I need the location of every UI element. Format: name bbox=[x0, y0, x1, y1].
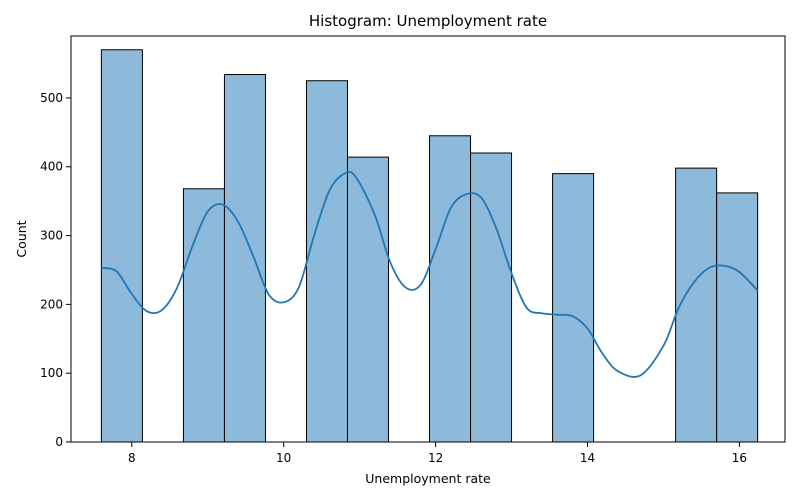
x-tick-label: 8 bbox=[128, 451, 136, 465]
y-tick-label: 300 bbox=[40, 229, 63, 243]
x-axis-ticks: 8 10 12 14 16 bbox=[128, 442, 747, 465]
y-tick-label: 400 bbox=[40, 160, 63, 174]
plot-frame bbox=[70, 35, 786, 443]
histogram-bar bbox=[182, 188, 225, 443]
histogram-bar bbox=[100, 49, 143, 443]
y-tick-label: 0 bbox=[55, 435, 63, 449]
x-tick-label: 12 bbox=[428, 451, 443, 465]
y-axis-label: Count bbox=[14, 220, 29, 257]
bars-group bbox=[100, 49, 759, 443]
x-tick-label: 16 bbox=[732, 451, 747, 465]
histogram-bar bbox=[305, 80, 348, 443]
histogram-bar bbox=[470, 152, 513, 443]
y-tick-label: 100 bbox=[40, 366, 63, 380]
x-axis-label: Unemployment rate bbox=[365, 471, 491, 486]
kde-line bbox=[101, 170, 759, 378]
histogram-bar bbox=[675, 167, 718, 443]
chart-title: Histogram: Unemployment rate bbox=[309, 12, 547, 30]
histogram-bar bbox=[223, 74, 266, 443]
x-tick-label: 10 bbox=[276, 451, 291, 465]
y-axis-ticks: 0 100 200 300 400 500 bbox=[40, 91, 71, 449]
histogram-bar bbox=[716, 192, 759, 443]
histogram-bar bbox=[552, 173, 595, 443]
y-tick-label: 500 bbox=[40, 91, 63, 105]
y-tick-label: 200 bbox=[40, 297, 63, 311]
x-tick-label: 14 bbox=[580, 451, 595, 465]
histogram-bar bbox=[429, 135, 472, 443]
